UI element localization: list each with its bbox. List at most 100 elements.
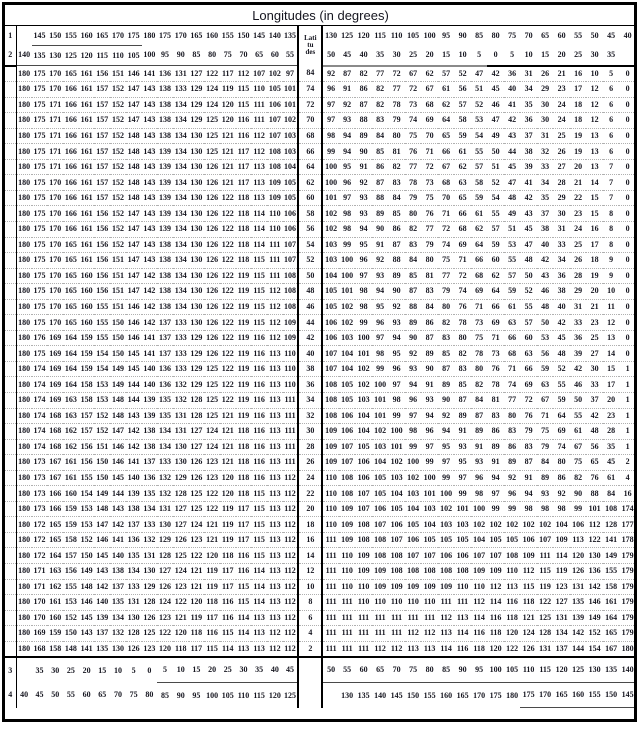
longitude-cell: 168 — [31, 641, 48, 658]
longitude-cell: 175 — [31, 205, 48, 222]
longitude-cell: 21 — [553, 65, 570, 83]
longitude-cell: 114 — [437, 641, 455, 658]
longitude-cell: 131 — [536, 641, 554, 658]
longitude-cell: 175 — [31, 174, 48, 191]
longitude-cell: 106 — [404, 532, 422, 549]
longitude-cell: 148 — [125, 174, 142, 191]
longitude-cell: 114 — [251, 237, 267, 254]
longitude-cell: 170 — [47, 174, 64, 191]
longitude-cell: 111 — [322, 610, 339, 627]
table-row: 180 174 169 163 158 153 148 144 139 135 132 128 125 1… — [5, 392, 634, 409]
longitude-cell: 112 — [251, 143, 267, 160]
longitude-cell: 107 — [355, 485, 372, 502]
longitude-cell: 167 — [47, 454, 64, 471]
longitude-cell: 110 — [355, 579, 372, 596]
header-cell: 130 — [325, 30, 338, 40]
header-cell: 135 — [284, 30, 297, 40]
longitude-cell: 96 — [322, 81, 339, 98]
longitude-cell: 61 — [437, 81, 455, 98]
longitude-cell: 119 — [235, 345, 252, 362]
longitude-cell: 165 — [47, 516, 64, 533]
longitude-cell: 107 — [338, 439, 356, 456]
longitude-cell: 50 — [487, 143, 504, 160]
longitude-cell: 151 — [110, 252, 126, 269]
header-cell: 150 — [237, 30, 250, 40]
row-label: 2 — [5, 45, 17, 67]
longitude-cell: 166 — [47, 501, 64, 518]
longitude-cell: 166 — [63, 174, 79, 191]
longitude-cell: 131 — [172, 423, 189, 440]
longitude-cell: 89 — [421, 345, 438, 362]
longitude-cell: 121 — [204, 516, 220, 533]
longitude-cell: 68 — [421, 97, 438, 114]
longitude-cell: 157 — [94, 112, 111, 129]
longitude-cell: 179 — [619, 547, 634, 564]
longitude-cell: 113 — [251, 641, 267, 658]
longitude-cell: 166 — [47, 485, 64, 502]
longitude-cell: 123 — [157, 610, 173, 627]
longitude-cell: 117 — [219, 563, 236, 580]
longitude-cell: 91 — [487, 454, 504, 471]
longitude-cell: 130 — [188, 128, 205, 145]
longitude-cell: 0 — [619, 128, 634, 145]
longitude-cell: 110 — [282, 376, 299, 393]
longitude-cell: 139 — [157, 143, 173, 160]
longitude-cell: 0 — [619, 237, 634, 254]
longitude-cell: 139 — [157, 159, 173, 176]
longitude-cell: 94 — [437, 423, 455, 440]
longitude-cell: 119 — [235, 408, 252, 425]
header-cell: 170 — [110, 25, 126, 46]
longitude-cell: 121 — [219, 128, 236, 145]
latitude-cell: 66 — [297, 143, 324, 160]
longitude-cell: 125 — [204, 143, 220, 160]
longitude-cell: 134 — [172, 190, 189, 207]
longitude-cell: 106 — [371, 501, 389, 518]
longitude-cell: 170 — [47, 65, 64, 83]
longitude-cell: 127 — [157, 563, 173, 580]
longitude-cell: 110 — [267, 221, 283, 238]
longitude-cell: 144 — [125, 376, 142, 393]
longitude-cell: 100 — [371, 376, 389, 393]
longitude-cell: 180 — [16, 299, 32, 316]
longitude-cell: 116 — [251, 439, 267, 456]
longitude-cell: 108 — [322, 376, 339, 393]
longitude-cell: 112 — [267, 330, 283, 347]
longitude-cell: 131 — [125, 594, 142, 611]
longitude-cell: 148 — [110, 392, 126, 409]
longitude-cell: 85 — [371, 143, 389, 160]
longitude-cell: 105 — [437, 532, 455, 549]
footer-cell: 25 — [219, 656, 236, 684]
longitude-cell: 113 — [251, 174, 267, 191]
longitude-cell: 161 — [78, 65, 95, 83]
longitude-cell: 110 — [338, 563, 356, 580]
footer-row: 3 35 30 25 20 15 10 5 0 5 10 15 20 25 30 35 40 45 50 55 60 65… — [5, 656, 634, 684]
latitude-cell: 72 — [297, 97, 324, 114]
longitude-cell: 114 — [454, 625, 471, 642]
longitude-cell: 147 — [125, 221, 142, 238]
longitude-cell: 37 — [586, 392, 603, 409]
longitude-cell: 35 — [520, 97, 537, 114]
longitude-cell: 175 — [31, 345, 48, 362]
longitude-cell: 98 — [553, 501, 570, 518]
longitude-cell: 112 — [487, 579, 504, 596]
longitude-cell: 113 — [267, 408, 283, 425]
longitude-cell: 139 — [157, 221, 173, 238]
longitude-cell: 101 — [586, 501, 603, 518]
longitude-cell: 83 — [371, 112, 389, 129]
longitude-cell: 141 — [141, 330, 158, 347]
longitude-cell: 99 — [355, 314, 372, 331]
longitude-cell: 93 — [470, 454, 488, 471]
footer-cell: 130 — [586, 656, 603, 684]
longitude-cell: 0 — [619, 330, 634, 347]
longitude-cell: 165 — [63, 268, 79, 285]
longitude-cell: 122 — [219, 330, 236, 347]
longitude-cell: 150 — [78, 547, 95, 564]
footer-cell: 140 — [619, 656, 634, 684]
latitude-cell: 60 — [297, 190, 324, 207]
latitude-cell: 62 — [297, 174, 324, 191]
longitude-cell: 157 — [94, 128, 111, 145]
longitude-cell: 0 — [619, 143, 634, 160]
longitude-cell: 140 — [110, 547, 126, 564]
longitude-cell: 176 — [31, 330, 48, 347]
longitude-cell: 165 — [63, 299, 79, 316]
